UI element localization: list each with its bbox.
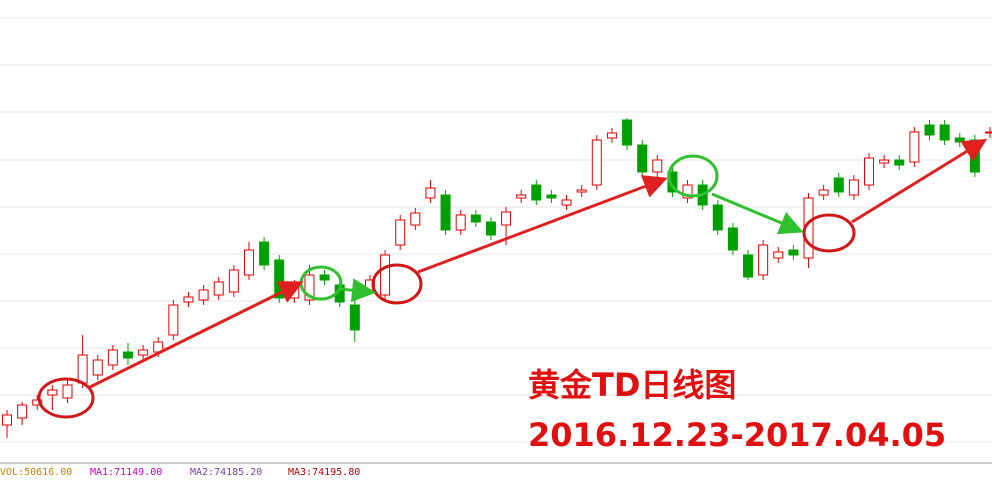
status-bar: VOL:50616.00 MA1:71149.00 MA2:74185.20 MA3:…: [0, 464, 992, 482]
candle-body: [349, 304, 360, 331]
candle-body: [712, 204, 723, 231]
arrow: [711, 192, 804, 235]
candle-body: [228, 269, 239, 293]
circle: [37, 377, 95, 419]
candle-body: [138, 349, 149, 356]
candle-body: [319, 274, 330, 281]
circle: [802, 213, 856, 253]
candle-body: [833, 177, 844, 193]
arrow: [417, 175, 668, 274]
candle-body: [122, 351, 133, 359]
candle-body: [62, 384, 73, 399]
candle-body: [485, 221, 496, 236]
candle-body: [954, 137, 965, 143]
candle-body: [107, 349, 118, 366]
candle-body: [531, 184, 542, 201]
candle-body: [395, 219, 406, 246]
candle-body: [743, 254, 754, 278]
candle-body: [682, 184, 693, 199]
candle-body: [501, 211, 512, 226]
candle-body: [818, 189, 829, 196]
candle-body: [848, 179, 859, 196]
candle-body: [864, 157, 875, 186]
candle-body: [576, 189, 587, 193]
candle-body: [879, 159, 890, 164]
candle-body: [727, 227, 738, 251]
status-item: MA2:74185.20: [190, 467, 263, 478]
candle-body: [652, 159, 663, 173]
candle-body: [606, 132, 617, 139]
candle-body: [77, 354, 88, 384]
candle-body: [410, 212, 421, 226]
candle-body: [92, 359, 103, 376]
candle-body: [425, 187, 436, 199]
candle-body: [470, 214, 481, 223]
candle-body: [32, 399, 43, 406]
candle-body: [591, 139, 602, 186]
candle-body: [773, 251, 784, 259]
status-item: MA1:71149.00: [90, 467, 163, 478]
candle-body: [546, 194, 557, 199]
circle: [667, 154, 719, 198]
candle-body: [561, 199, 572, 206]
candle-body: [183, 296, 194, 303]
status-item: VOL:50616.00: [0, 467, 73, 478]
candle-body: [47, 389, 58, 396]
candle-body: [622, 119, 633, 146]
candle-body: [788, 249, 799, 256]
candle-body: [243, 249, 254, 276]
arrow: [339, 278, 376, 303]
candle-body: [637, 144, 648, 173]
chart: 黄金TD日线图 2016.12.23-2017.04.05: [0, 17, 992, 464]
candle-body: [455, 214, 466, 231]
candle-body: [168, 304, 179, 336]
candle-body: [304, 274, 315, 301]
candle-body: [259, 241, 270, 266]
annotation-title: 黄金TD日线图: [528, 366, 736, 404]
status-item: MA3:74195.80: [288, 467, 361, 478]
candle-body: [198, 289, 209, 301]
candle-body: [939, 124, 950, 141]
candle-body: [924, 124, 935, 136]
annotation-dates: 2016.12.23-2017.04.05: [528, 416, 946, 454]
plot: [0, 17, 992, 443]
candle-body: [440, 194, 451, 231]
candle-body: [2, 414, 12, 426]
arrow: [87, 281, 304, 390]
candle-body: [516, 194, 527, 199]
candle-body: [213, 281, 224, 296]
arrow: [851, 138, 988, 224]
candle-body: [380, 254, 391, 296]
candle-body: [909, 131, 920, 163]
candle-body: [985, 131, 992, 134]
candle-body: [17, 404, 28, 419]
candle-body: [758, 244, 769, 276]
annotation-shapes: [37, 138, 988, 419]
candle-body: [667, 171, 678, 193]
candle-body: [894, 159, 905, 166]
